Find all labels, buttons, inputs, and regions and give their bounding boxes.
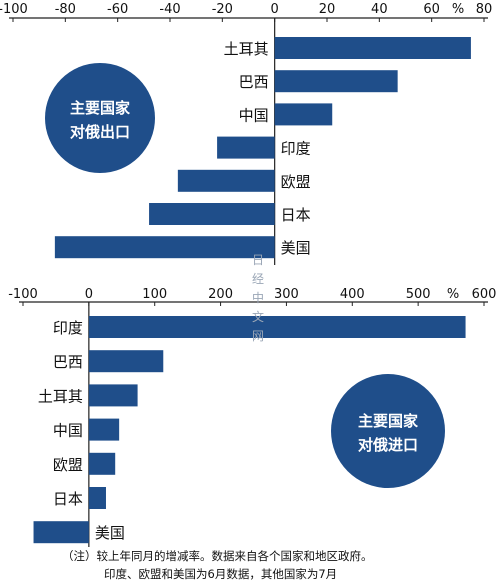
category-label: 中国 bbox=[239, 106, 269, 124]
category-label: 印度 bbox=[281, 140, 311, 158]
bar bbox=[274, 103, 333, 126]
tick-label: -20 bbox=[212, 2, 233, 17]
tick-label: 400 bbox=[340, 287, 365, 302]
category-label: 欧盟 bbox=[53, 456, 83, 474]
watermark-char: 日 bbox=[252, 253, 264, 267]
tick-label: -40 bbox=[159, 2, 180, 17]
tick-label: 300 bbox=[274, 287, 299, 302]
category-label: 美国 bbox=[95, 524, 125, 542]
tick-label: 20 bbox=[319, 2, 336, 17]
badge-text: 对俄进口 bbox=[358, 436, 418, 454]
bar bbox=[88, 418, 120, 441]
bar bbox=[88, 452, 116, 475]
category-label: 巴西 bbox=[239, 73, 269, 91]
tick-label: 80 bbox=[476, 2, 493, 17]
bar bbox=[88, 316, 466, 338]
tick-label: 600 bbox=[472, 287, 497, 302]
watermark-char: 经 bbox=[252, 272, 264, 286]
badge-circle bbox=[331, 374, 445, 488]
tick-label: 40 bbox=[371, 2, 388, 17]
category-label: 土耳其 bbox=[38, 387, 83, 405]
bar bbox=[54, 236, 275, 259]
badge-text: 主要国家 bbox=[70, 99, 130, 117]
footnote-line-1: （注）较上年同月的增减率。数据来自各个国家和地区政府。 bbox=[62, 549, 373, 563]
tick-label: 200 bbox=[208, 287, 233, 302]
badge-text: 主要国家 bbox=[358, 412, 418, 430]
bar bbox=[177, 169, 275, 192]
bar bbox=[274, 37, 471, 59]
bar bbox=[274, 70, 398, 93]
category-label: 日本 bbox=[53, 490, 83, 508]
watermark: 日 经 中 文 网 bbox=[252, 253, 264, 343]
unit-label: % bbox=[447, 287, 459, 302]
footnote-line-2: 印度、欧盟和美国为6月数据，其他国家为7月 bbox=[104, 567, 337, 581]
category-label: 日本 bbox=[281, 206, 311, 224]
bar bbox=[33, 521, 89, 544]
bar bbox=[217, 136, 275, 159]
category-label: 美国 bbox=[281, 239, 311, 257]
watermark-char: 文 bbox=[252, 309, 264, 324]
chart-russia-exports: -100 -80 -60 -40 -20 0 20 40 60 80% 土耳其巴西中国印度欧盟日本美… bbox=[0, 2, 492, 265]
tick-label: 60 bbox=[423, 2, 440, 17]
bar bbox=[88, 350, 164, 373]
tick-label: 0 bbox=[271, 2, 279, 17]
category-label: 欧盟 bbox=[281, 173, 311, 191]
tick-label: -60 bbox=[107, 2, 128, 17]
tick-label: 100 bbox=[142, 287, 167, 302]
badge-text: 对俄出口 bbox=[70, 123, 130, 141]
bar bbox=[88, 384, 138, 407]
tick-label: -100 bbox=[8, 287, 38, 302]
tick-label: 0 bbox=[85, 287, 93, 302]
watermark-char: 中 bbox=[252, 290, 264, 305]
tick-label: -80 bbox=[55, 2, 76, 17]
tick-label: 500 bbox=[406, 287, 431, 302]
watermark-char: 网 bbox=[252, 329, 264, 343]
category-label: 土耳其 bbox=[224, 40, 269, 58]
tick-label: -100 bbox=[0, 2, 28, 17]
category-label: 印度 bbox=[53, 319, 83, 337]
category-label: 巴西 bbox=[53, 353, 83, 371]
badge-circle bbox=[45, 63, 155, 173]
bar bbox=[149, 203, 275, 225]
unit-label: % bbox=[452, 2, 464, 17]
bar bbox=[88, 487, 106, 509]
category-label: 中国 bbox=[53, 422, 83, 440]
